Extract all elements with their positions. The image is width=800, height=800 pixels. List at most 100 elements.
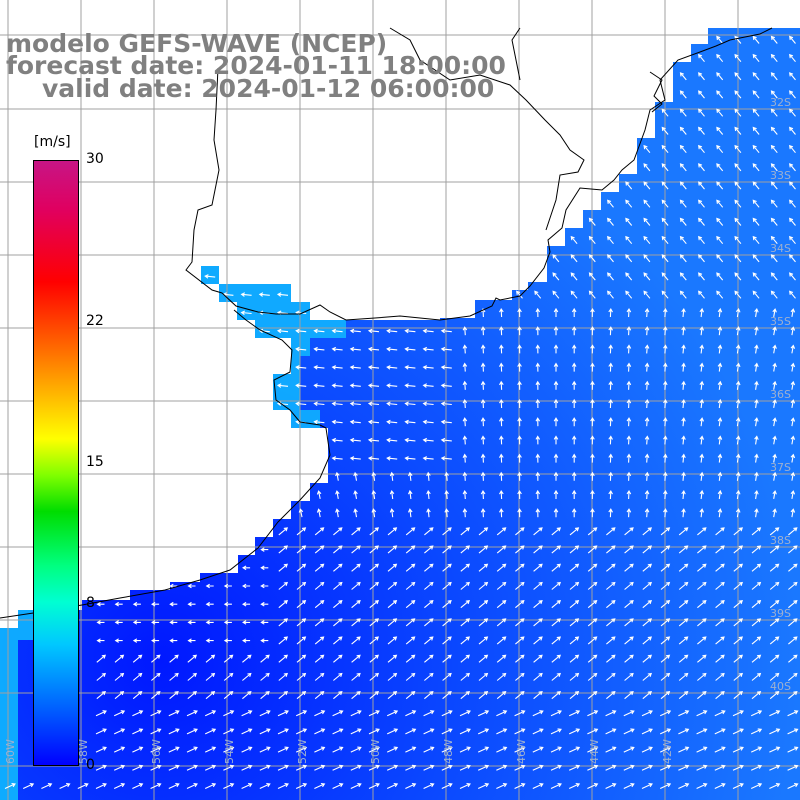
wind-arrow <box>462 489 468 500</box>
wind-arrow <box>770 35 778 44</box>
wind-arrow <box>276 328 289 334</box>
wind-arrow <box>407 508 413 518</box>
wind-arrow <box>698 144 705 154</box>
wind-arrow <box>389 508 395 518</box>
wind-arrow <box>750 764 763 771</box>
wind-arrow <box>551 636 562 645</box>
wind-arrow <box>660 691 671 700</box>
wind-arrow <box>679 217 687 226</box>
wind-arrow <box>681 398 686 409</box>
wind-arrow <box>717 326 723 336</box>
colorbar-tick-15: 15 <box>86 454 104 470</box>
wind-arrow <box>754 417 759 427</box>
wind-arrow <box>387 527 398 536</box>
wind-arrow <box>606 654 616 663</box>
wind-arrow <box>661 163 669 172</box>
longitude-label: 42W <box>661 739 674 764</box>
wind-arrow <box>368 710 380 717</box>
wind-arrow <box>587 545 598 554</box>
wind-arrow <box>515 691 525 700</box>
wind-arrow <box>788 581 798 590</box>
wind-arrow <box>644 508 650 518</box>
wind-arrow <box>496 527 507 536</box>
wind-arrow <box>608 417 613 427</box>
wind-arrow <box>699 362 705 372</box>
wind-arrow <box>553 362 559 372</box>
wind-arrow <box>314 636 325 645</box>
wind-arrow <box>590 380 595 390</box>
wind-arrow <box>641 782 653 789</box>
wind-arrow <box>550 710 562 717</box>
wind-arrow <box>605 746 617 753</box>
latitude-label: 40S <box>770 680 791 693</box>
wind-arrow <box>517 435 522 445</box>
wind-arrow <box>787 782 799 789</box>
wind-arrow <box>769 600 780 609</box>
wind-arrow <box>661 108 669 117</box>
wind-arrow <box>716 290 724 299</box>
wind-arrow <box>332 710 344 717</box>
wind-arrow <box>278 527 289 536</box>
wind-arrow <box>607 290 614 299</box>
wind-arrow <box>606 691 616 700</box>
wind-arrow <box>295 782 308 789</box>
wind-arrow <box>569 600 580 609</box>
wind-arrow <box>480 489 486 500</box>
wind-arrow <box>661 235 669 245</box>
wind-arrow <box>624 618 634 627</box>
wind-arrow <box>623 710 635 717</box>
wind-arrow <box>533 618 543 627</box>
wind-arrow <box>535 508 541 518</box>
wind-arrow <box>643 290 651 299</box>
wind-arrow <box>697 581 707 590</box>
wind-arrow <box>499 417 504 427</box>
wind-arrow <box>276 292 289 297</box>
wind-arrow <box>295 401 307 407</box>
wind-arrow <box>659 764 672 771</box>
wind-arrow <box>496 691 507 700</box>
wind-arrow <box>533 563 543 572</box>
wind-arrow <box>551 618 562 627</box>
wind-arrow <box>424 654 434 663</box>
wind-arrow <box>733 600 744 609</box>
wind-arrow <box>132 764 144 771</box>
wind-arrow <box>424 672 434 681</box>
wind-arrow <box>789 254 796 263</box>
wind-arrow <box>789 144 796 154</box>
latitude-labels: 32S 33S 34S 35S 36S 37S 38S 39S 40S <box>770 96 791 693</box>
wind-arrow <box>517 307 522 318</box>
wind-arrow <box>717 398 723 409</box>
wind-arrow <box>440 419 452 425</box>
wind-arrow <box>114 672 125 681</box>
wind-arrow <box>277 746 289 753</box>
wind-arrow <box>752 72 760 81</box>
wind-arrow <box>386 419 398 425</box>
wind-arrow <box>369 563 380 572</box>
wind-arrow <box>404 437 416 443</box>
wind-arrow <box>660 672 671 681</box>
wind-arrow <box>113 782 126 789</box>
wind-arrow <box>590 362 595 372</box>
wind-arrow <box>460 618 471 627</box>
wind-arrow <box>699 344 705 354</box>
wind-arrow <box>442 527 452 536</box>
wind-arrow <box>186 710 198 717</box>
wind-arrow <box>679 254 687 263</box>
wind-arrow <box>698 90 705 99</box>
wind-arrow <box>751 581 762 590</box>
wind-arrow <box>387 654 398 663</box>
wind-arrow <box>568 728 581 735</box>
wind-arrow <box>296 636 307 645</box>
wind-arrow <box>606 618 616 627</box>
wind-arrow <box>571 362 577 372</box>
wind-arrow <box>296 563 307 572</box>
wind-arrow <box>404 456 416 461</box>
wind-arrow <box>114 654 125 663</box>
longitude-label: 56W <box>150 739 163 764</box>
wind-arrow <box>751 636 762 645</box>
wind-arrow <box>734 199 742 208</box>
wind-arrow <box>389 489 395 500</box>
wind-arrow <box>349 365 361 370</box>
wind-arrow <box>626 489 632 500</box>
wind-arrow <box>789 272 796 281</box>
